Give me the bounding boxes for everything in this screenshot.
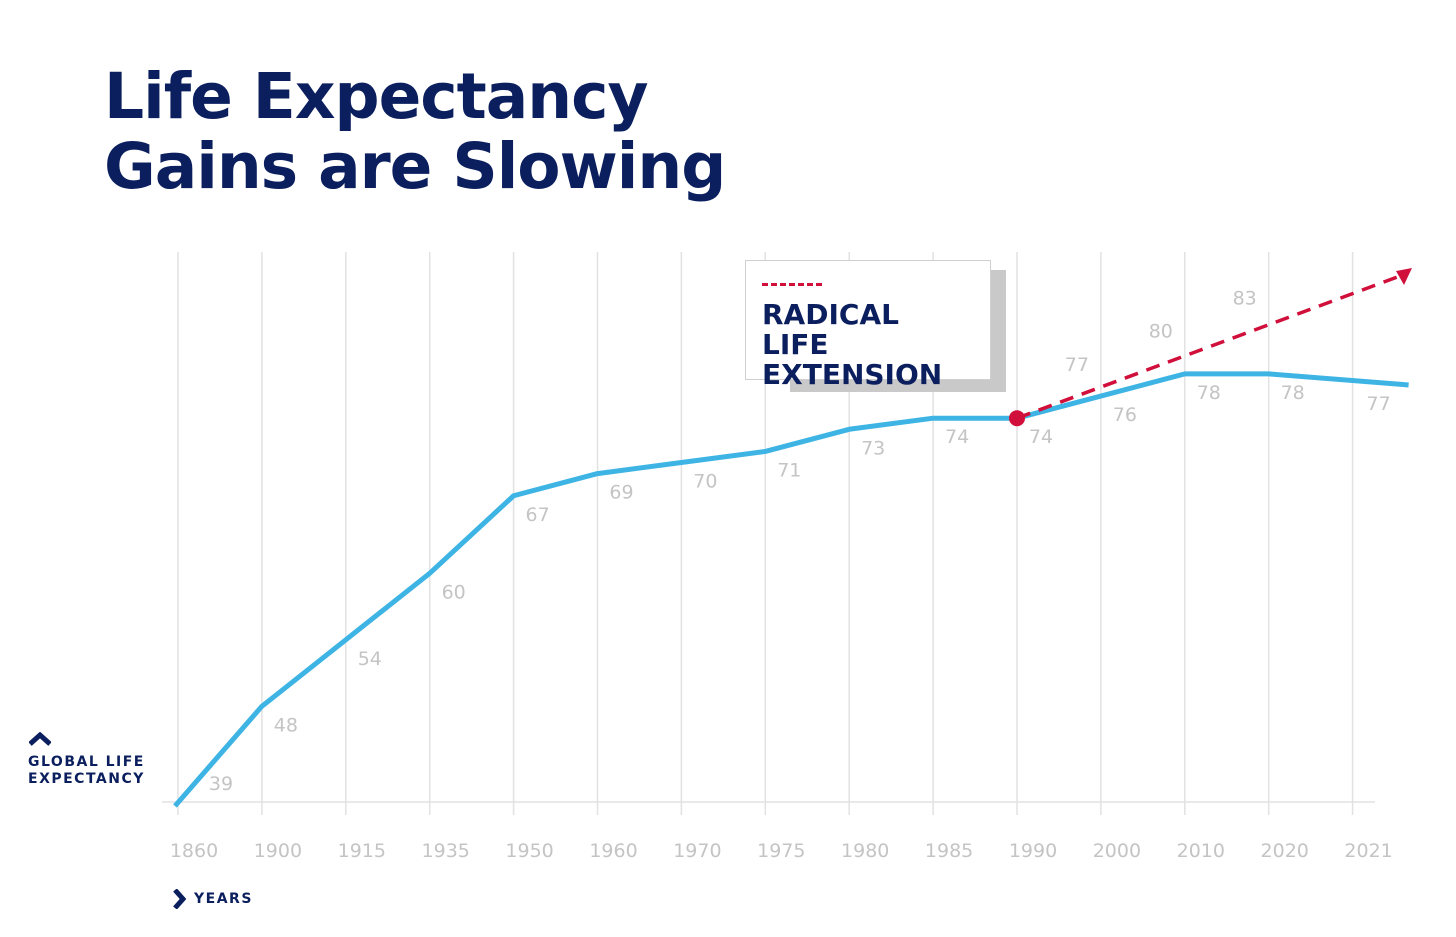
x-axis-label: YEARS	[172, 889, 253, 909]
data-label: 76	[1113, 404, 1137, 426]
x-tick-label: 1950	[505, 840, 553, 862]
data-label: 54	[358, 648, 382, 670]
chart-title: Life Expectancy Gains are Slowing	[104, 60, 726, 203]
projection-data-label: 77	[1065, 354, 1089, 376]
data-label: 71	[777, 459, 801, 481]
x-tick-label: 2021	[1344, 840, 1392, 862]
x-tick-label: 1990	[1009, 840, 1057, 862]
data-label: 60	[442, 581, 466, 603]
x-tick-label: 1975	[757, 840, 805, 862]
x-tick-label: 1980	[841, 840, 889, 862]
y-axis-label: GLOBAL LIFE EXPECTANCY	[28, 732, 153, 788]
data-label: 77	[1367, 393, 1391, 415]
x-tick-label: 2020	[1261, 840, 1309, 862]
data-label: 78	[1197, 382, 1221, 404]
legend-dashed-swatch	[762, 283, 822, 286]
data-label: 74	[945, 426, 969, 448]
data-label: 73	[861, 437, 885, 459]
x-tick-label: 1960	[589, 840, 637, 862]
projection-data-label: 83	[1233, 287, 1257, 309]
x-axis-label-text: YEARS	[194, 891, 253, 907]
y-axis-label-text: GLOBAL LIFE EXPECTANCY	[28, 754, 145, 787]
legend-label: RADICAL LIFE EXTENSION	[762, 298, 943, 391]
series-line-life-expectancy	[173, 371, 1409, 808]
x-tick-label: 1915	[338, 840, 386, 862]
x-tick-label: 2000	[1093, 840, 1141, 862]
x-tick-label: 2010	[1177, 840, 1225, 862]
data-label: 69	[609, 482, 633, 504]
x-tick-label: 1860	[170, 840, 218, 862]
title-line-2: Gains are Slowing	[104, 130, 726, 203]
projection-start-point	[1009, 410, 1025, 427]
data-label: 78	[1281, 382, 1305, 404]
x-tick-label: 1970	[673, 840, 721, 862]
x-tick-label: 1935	[422, 840, 470, 862]
data-label: 70	[693, 471, 717, 493]
projection-data-label: 80	[1149, 321, 1173, 343]
arrow-head-icon	[1396, 268, 1412, 285]
legend: RADICAL LIFE EXTENSION	[745, 260, 991, 390]
chevron-up-icon	[29, 732, 51, 746]
chevron-right-icon	[173, 889, 186, 909]
data-label: 67	[526, 504, 550, 526]
x-tick-label: 1985	[925, 840, 973, 862]
data-label: 39	[209, 773, 233, 795]
title-line-1: Life Expectancy	[104, 60, 649, 133]
x-tick-label: 1900	[254, 840, 302, 862]
data-label: 74	[1029, 426, 1053, 448]
data-label: 48	[274, 714, 298, 736]
